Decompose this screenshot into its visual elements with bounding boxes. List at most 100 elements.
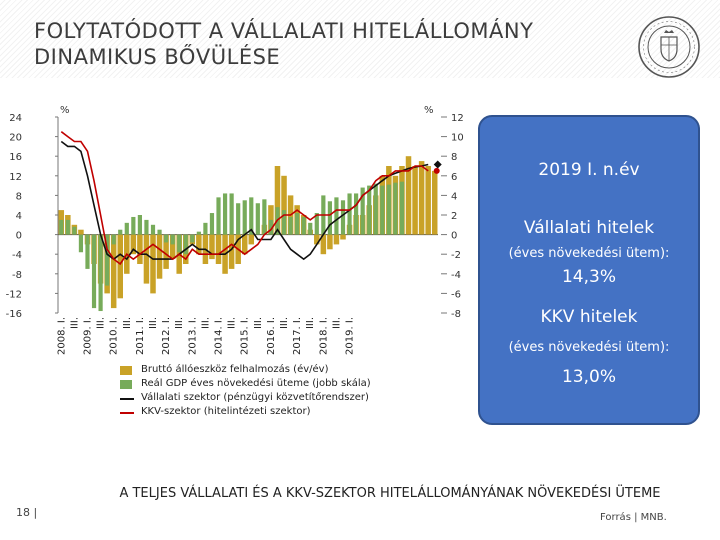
left-tick-label: 4 (16, 211, 22, 222)
x-tick-label-quarter: III. (148, 317, 159, 329)
bar-gdp (354, 193, 359, 235)
left-tick-label: 20 (9, 133, 22, 144)
bar-gdp (301, 216, 306, 235)
bar-gdp (393, 182, 398, 235)
bar-gfcf (209, 234, 215, 260)
bar-gdp (59, 219, 64, 235)
bar-gdp (236, 203, 241, 235)
bar-gdp (105, 234, 110, 286)
bar-gdp (98, 234, 103, 312)
bar-gdp (78, 234, 84, 253)
title-background (0, 0, 720, 78)
legend-swatch-gfcf (120, 366, 132, 375)
bar-gdp (91, 234, 97, 309)
bar-gdp (347, 193, 352, 235)
left-tick-label: -12 (6, 289, 22, 300)
bar-gfcf (196, 234, 202, 255)
x-tick-label-quarter: III. (69, 317, 80, 329)
x-tick-label-year: 2012. I. (161, 317, 172, 355)
x-tick-label-year: 2019. I. (345, 317, 356, 355)
right-tick-label: 6 (451, 172, 457, 183)
left-unit-label: % (60, 105, 70, 116)
left-tick-label: 12 (9, 172, 22, 183)
x-tick-label-quarter: III. (122, 317, 133, 329)
x-tick-label-quarter: III. (331, 317, 342, 329)
right-tick-label: 10 (451, 133, 464, 144)
right-tick-label: 2 (451, 211, 457, 222)
right-tick-label: -4 (451, 270, 461, 281)
bar-gfcf (241, 234, 248, 255)
left-tick-label: -16 (6, 309, 22, 320)
bar-gdp (203, 222, 208, 235)
bar-gdp (216, 197, 221, 235)
marker-sme-latest (433, 167, 440, 174)
bar-gfcf (215, 234, 222, 264)
bar-gdp (281, 210, 287, 235)
sme-loans-subheading: (éves növekedési ütem): (508, 340, 670, 355)
chart-caption: A TELJES VÁLLALATI ÉS A KKV-SZEKTOR HITE… (119, 486, 661, 501)
bar-gdp (222, 193, 228, 235)
corp-loans-heading: Vállalati hitelek (523, 218, 655, 238)
bar-gdp (334, 197, 339, 235)
bar-gdp (183, 234, 188, 255)
bar-gfcf (117, 234, 123, 299)
bar-gfcf (405, 156, 412, 235)
bar-gdp (111, 234, 116, 245)
bar-gdp (118, 229, 123, 235)
bar-gdp (196, 231, 201, 235)
bar-gfcf (110, 234, 117, 309)
summary-box: 2019 I. n.év Vállalati hitelek (éves növ… (478, 115, 700, 425)
bar-gdp (262, 199, 267, 235)
bar-gdp (229, 193, 234, 235)
plot-group: 24201612840-4-8-12-16121086420-2-4-6-820… (6, 113, 464, 355)
bar-gdp (314, 213, 319, 235)
sme-loans-heading: KKV hitelek (540, 307, 638, 327)
slide-title: FOLYTATÓDOTT A VÁLLALATI HITELÁLLOMÁNY D… (34, 18, 533, 70)
bar-gdp (190, 234, 195, 243)
bar-gfcf (425, 166, 431, 235)
left-tick-label: 8 (16, 191, 22, 202)
bar-gdp (360, 187, 365, 235)
left-tick-label: -4 (12, 250, 22, 261)
bar-gdp (65, 219, 70, 235)
legend-label-gfcf: Bruttó állóeszköz felhalmozás (év/év) (141, 364, 329, 375)
bar-gdp (340, 200, 346, 235)
chart-area: 24201612840-4-8-12-16121086420-2-4-6-820… (6, 105, 464, 355)
bar-gfcf (327, 234, 333, 250)
x-tick-label-year: 2013. I. (187, 317, 198, 355)
bar-gdp (137, 215, 142, 235)
bar-gfcf (418, 161, 425, 235)
legend-line-sme (120, 412, 134, 414)
sme-loans-value: 13,0% (561, 367, 616, 387)
bar-gfcf (431, 170, 438, 235)
right-tick-label: -8 (451, 309, 461, 320)
line-sme-sector (60, 131, 429, 266)
corp-loans-value: 14,3% (561, 267, 616, 287)
page-number: 18 | (16, 506, 38, 519)
bar-gdp (157, 229, 162, 235)
bar-gdp (170, 234, 175, 245)
corp-loans-subheading: (éves növekedési ütem): (508, 246, 670, 261)
bar-gfcf (248, 234, 255, 245)
bar-gdp (72, 226, 77, 235)
bar-gfcf (130, 234, 137, 255)
x-tick-label-year: 2009. I. (82, 317, 93, 355)
bar-gdp (386, 184, 391, 235)
bar-gdp (209, 213, 215, 235)
x-tick-label-year: 2010. I. (109, 317, 120, 355)
bar-gdp (177, 234, 182, 253)
right-tick-label: -2 (451, 250, 461, 261)
bar-gfcf (281, 175, 287, 235)
bar-gfcf (340, 234, 346, 240)
right-tick-label: 4 (451, 191, 457, 202)
bar-gfcf (150, 234, 156, 294)
x-tick-label-quarter: III. (279, 317, 290, 329)
bar-gfcf (268, 205, 274, 235)
bar-gdp (327, 201, 332, 235)
right-tick-label: 12 (451, 113, 464, 124)
x-tick-label-quarter: III. (96, 317, 107, 329)
bar-gdp (124, 222, 129, 235)
x-tick-label-year: 2016. I. (266, 317, 277, 355)
legend-label-gdp: Reál GDP éves növekedési üteme (jobb ská… (141, 378, 371, 389)
left-tick-label: 24 (9, 113, 22, 124)
